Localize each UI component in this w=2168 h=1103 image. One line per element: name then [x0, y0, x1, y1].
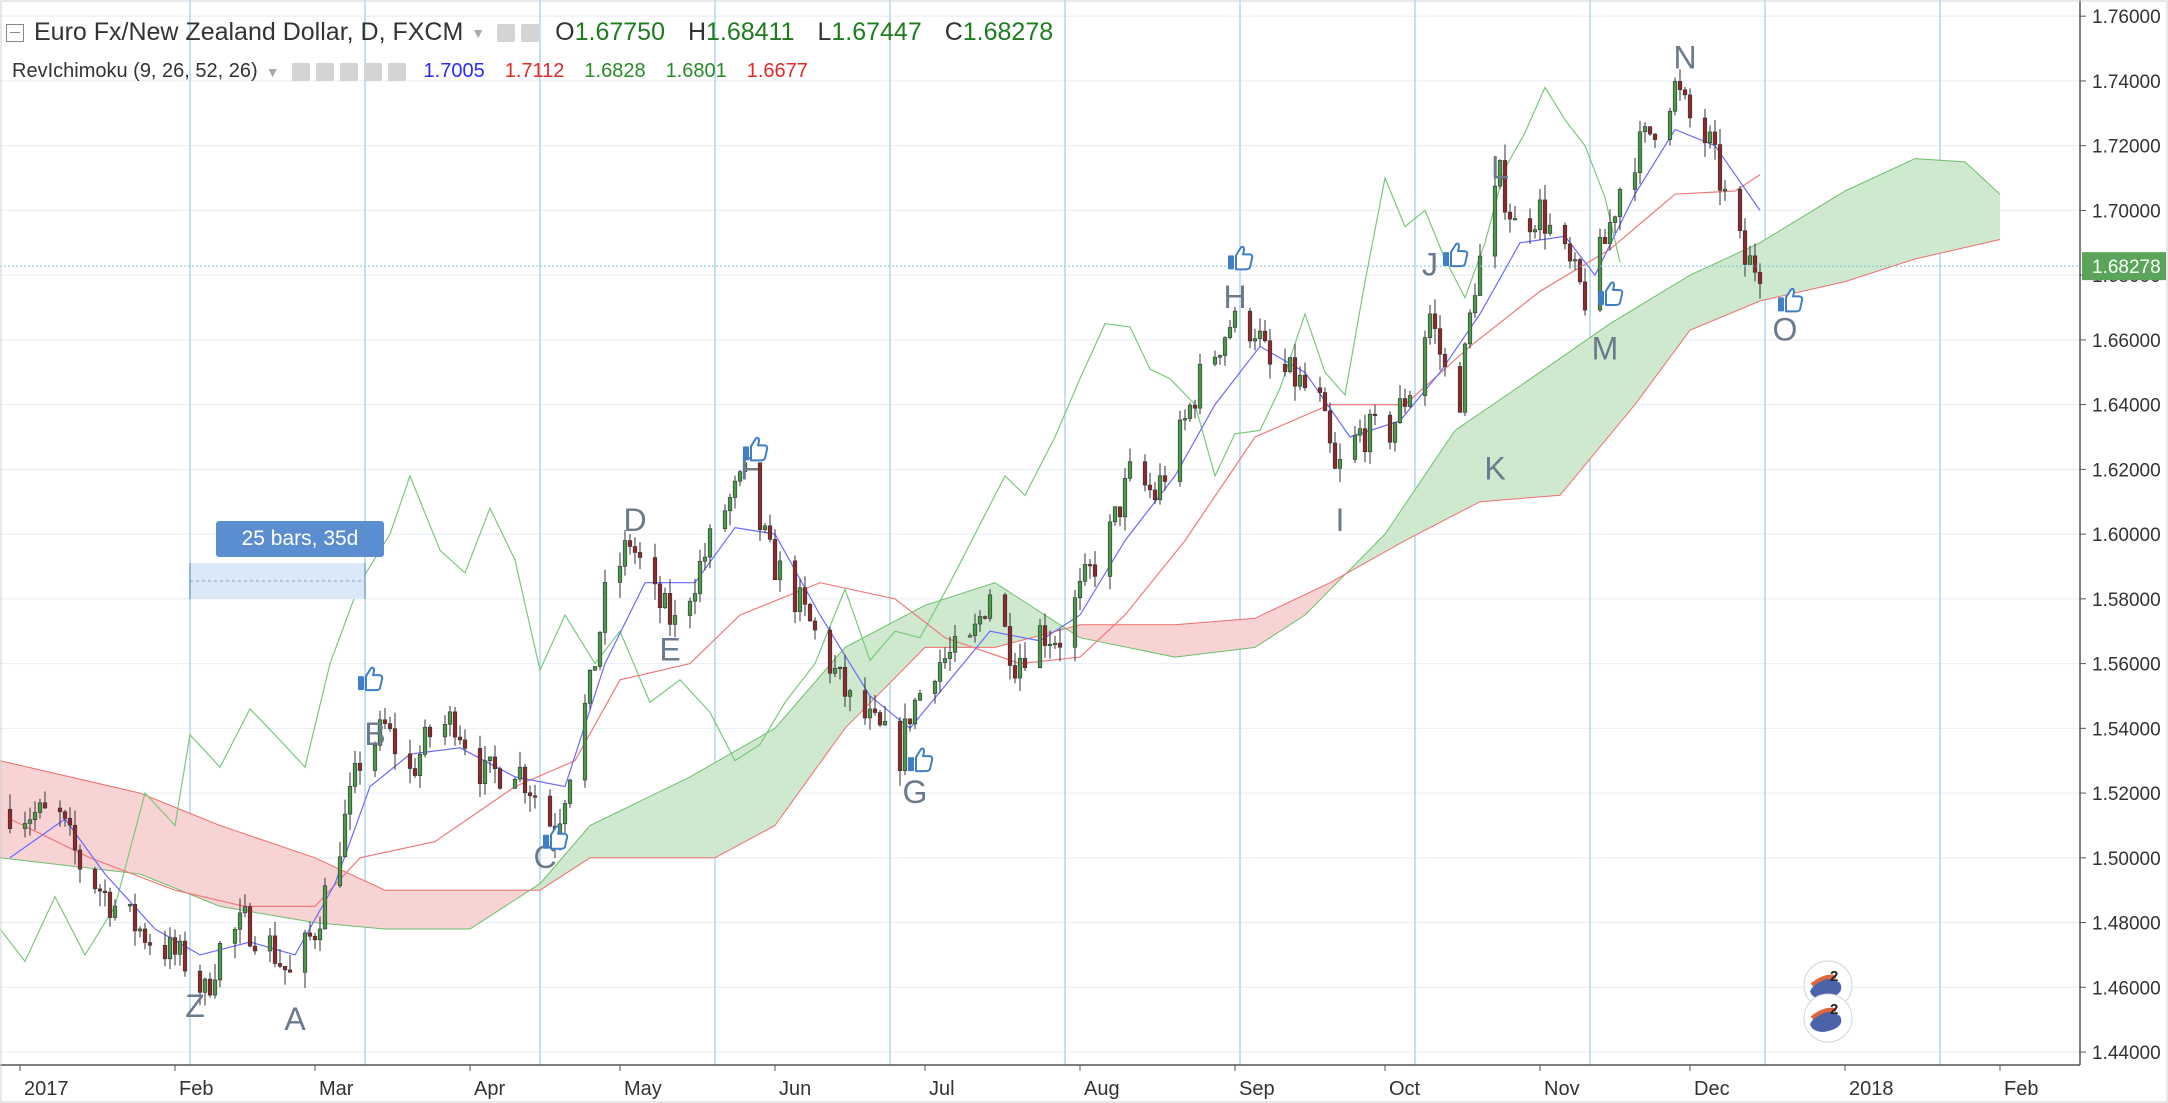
price-tick-label: 1.74000 [2092, 72, 2161, 93]
wave-label: A [284, 1001, 306, 1037]
thumbs-up-icon [743, 436, 769, 462]
wave-label: E [659, 632, 680, 668]
time-tick-label: Apr [474, 1078, 505, 1100]
wave-label: G [903, 774, 928, 810]
time-tick-label: Dec [1694, 1078, 1730, 1100]
close-value: 1.68278 [962, 18, 1054, 46]
senkou-span-a-line [0, 158, 2001, 930]
time-axis-bg [0, 1065, 2168, 1103]
wave-label: H [1223, 279, 1246, 315]
time-tick-label: Oct [1389, 1078, 1421, 1100]
chikou-span-line [0, 86, 1621, 963]
price-tick-label: 1.52000 [2092, 784, 2161, 805]
gear-icon[interactable] [521, 23, 540, 42]
price-tick-label: 1.44000 [2092, 1043, 2161, 1064]
event-count: 2 [1830, 968, 1838, 985]
price-tick-label: 1.70000 [2092, 201, 2161, 222]
last-price-value: 1.68278 [2092, 257, 2161, 278]
symbol-legend: Euro Fx/New Zealand Dollar, D, FXCM ▼ O1… [6, 18, 1069, 47]
price-tick-label: 1.56000 [2092, 655, 2161, 676]
source-code-icon[interactable] [339, 62, 358, 81]
time-tick-label: 2017 [24, 1078, 69, 1100]
gear-icon[interactable] [315, 62, 334, 81]
tenkan-value: 1.7005 [423, 60, 485, 82]
time-tick-label: May [624, 1078, 662, 1100]
thumbs-up-icon [908, 747, 934, 773]
price-tick-label: 1.48000 [2092, 914, 2161, 935]
low-key: L [817, 18, 832, 46]
indicator-legend: RevIchimoku (9, 26, 52, 26) ▼ 1.7005 1.7… [12, 60, 828, 83]
price-tick-label: 1.66000 [2092, 331, 2161, 352]
ohlc-values: O1.67750 H1.68411 L1.67447 C1.68278 [555, 18, 1069, 47]
date-range-measure-label[interactable]: 25 bars, 35d [216, 521, 384, 557]
price-axis-bg [2080, 0, 2168, 1065]
price-tick-label: 1.72000 [2092, 137, 2161, 158]
chikou-value: 1.6677 [746, 60, 808, 82]
chevron-down-icon[interactable]: ▼ [471, 24, 486, 41]
wave-label: K [1484, 450, 1505, 486]
price-tick-label: 1.62000 [2092, 460, 2161, 481]
low-value: 1.67447 [831, 18, 922, 46]
time-tick-label: 2018 [1849, 1078, 1894, 1100]
price-tick-label: 1.58000 [2092, 590, 2161, 611]
wave-label: O [1773, 311, 1798, 347]
candles [7, 69, 1763, 1006]
thumbs-up-icon [1228, 245, 1254, 271]
event-count: 2 [1830, 1001, 1838, 1018]
ichimoku-cloud [0, 158, 2000, 930]
wave-label: I [1336, 502, 1345, 538]
price-tick-label: 1.50000 [2092, 849, 2161, 870]
wave-label: J [1422, 247, 1438, 283]
time-tick-label: Jun [779, 1078, 811, 1100]
high-value: 1.68411 [706, 18, 795, 46]
chevron-down-icon[interactable]: ▼ [265, 63, 280, 80]
collapse-icon[interactable] [6, 23, 24, 42]
time-tick-label: Sep [1239, 1078, 1275, 1100]
price-tick-label: 1.46000 [2092, 978, 2161, 999]
symbol-title[interactable]: Euro Fx/New Zealand Dollar, D, FXCM [34, 18, 464, 46]
time-tick-label: Nov [1544, 1078, 1580, 1100]
senkou-a-value: 1.6828 [584, 60, 646, 82]
wave-label: N [1673, 39, 1696, 75]
indicator-name[interactable]: RevIchimoku (9, 26, 52, 26) [12, 60, 258, 82]
wave-label: L [1491, 149, 1509, 185]
thumbs-up-icon [1598, 281, 1624, 306]
wave-label: Z [185, 988, 205, 1024]
time-tick-label: Feb [179, 1078, 213, 1100]
thumbs-up-icon [1443, 242, 1469, 268]
wave-label: B [364, 716, 385, 752]
price-tick-label: 1.76000 [2092, 7, 2161, 28]
thumbs-up-icon [358, 666, 384, 692]
event-flag-icon: 2 [1803, 993, 1853, 1043]
close-key: C [944, 18, 963, 46]
time-tick-label: Feb [2004, 1078, 2038, 1100]
open-key: O [555, 18, 575, 46]
close-icon[interactable] [387, 62, 406, 81]
kijun-sen-line [9, 174, 1761, 907]
time-tick-label: Aug [1084, 1078, 1120, 1100]
price-tick-label: 1.60000 [2092, 525, 2161, 546]
time-tick-label: Mar [319, 1078, 354, 1100]
eye-icon[interactable] [497, 23, 516, 42]
open-value: 1.67750 [574, 18, 665, 46]
senkou-b-value: 1.6801 [665, 60, 727, 82]
wave-label: M [1592, 331, 1619, 367]
time-tick-label: Jul [929, 1078, 955, 1100]
last-price-badge [2082, 252, 2166, 281]
high-key: H [687, 18, 706, 46]
wave-label: D [623, 502, 646, 538]
price-tick-label: 1.64000 [2092, 396, 2161, 417]
thumbs-up-icon [543, 825, 569, 850]
kijun-value: 1.7112 [504, 60, 565, 82]
thumbs-up-icon [1778, 287, 1804, 313]
plus-icon[interactable] [363, 62, 382, 81]
eye-icon[interactable] [291, 62, 310, 81]
senkou-span-b-line [0, 239, 2001, 891]
price-tick-label: 1.54000 [2092, 719, 2161, 740]
